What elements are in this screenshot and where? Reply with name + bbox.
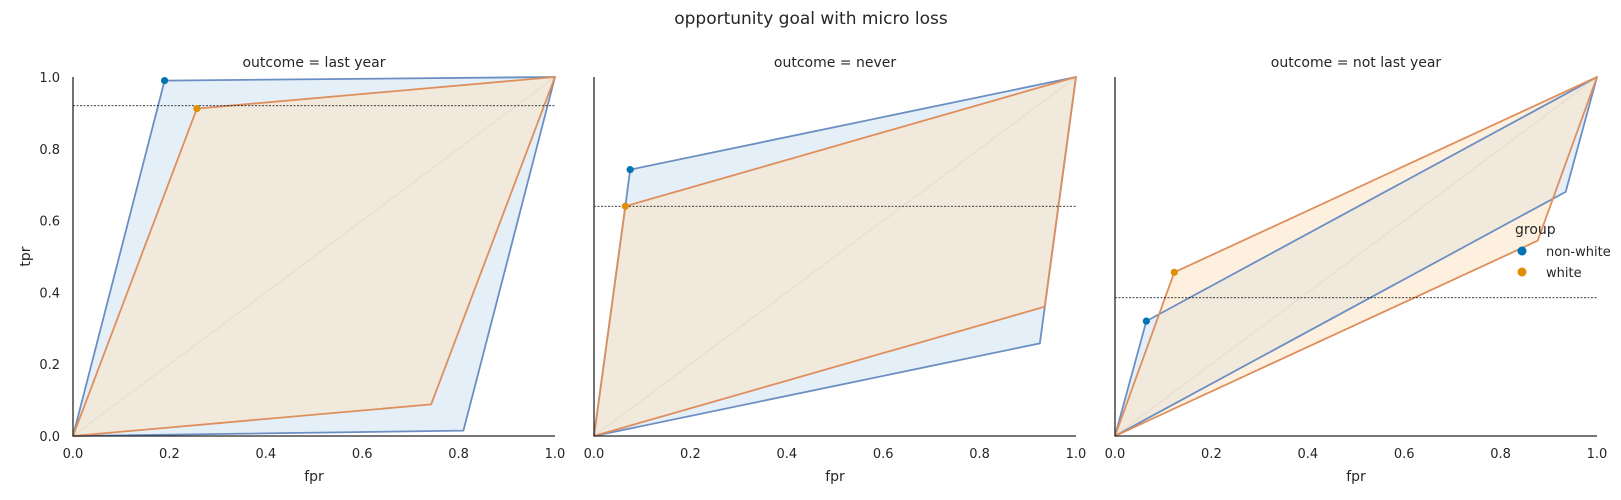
legend-marker-non-white <box>1517 246 1527 256</box>
x-tick-label: 0.6 <box>1394 447 1415 462</box>
operating-point-non-white <box>160 76 169 85</box>
x-tick-label: 0.6 <box>873 447 894 462</box>
x-tick-label: 0.2 <box>680 447 701 462</box>
x-tick-label: 1.0 <box>545 447 566 462</box>
x-axis-label: fpr <box>304 469 324 485</box>
panels: outcome = last year 0.0 0.2 0.4 0.6 0.8 1.0 0.0… <box>18 55 1607 485</box>
panel-1: outcome = never 0.0 0.2 0.4 0.6 0.8 1.0 fpr <box>584 55 1087 485</box>
legend-marker-white <box>1517 267 1527 277</box>
hull-fill-white <box>594 77 1076 436</box>
hull-line-white <box>1114 76 1598 437</box>
hull-fill-white <box>1115 77 1597 436</box>
x-tick-label: 0.4 <box>776 447 797 462</box>
hull-line-white <box>72 76 556 437</box>
x-axis-label: fpr <box>825 469 845 485</box>
x-tick-label: 0.4 <box>1297 447 1318 462</box>
panel-2: outcome = not last year 0.0 0.2 0.4 0.6 0.8 1.… <box>1105 55 1608 485</box>
operating-point-white <box>1170 268 1178 276</box>
y-tick-label: 0.6 <box>39 215 60 230</box>
panel-title: outcome = last year <box>242 55 385 71</box>
x-tick-label: 0.0 <box>63 447 84 462</box>
panel-title: outcome = not last year <box>1271 55 1442 71</box>
y-tick-label: 1.0 <box>39 71 60 86</box>
x-tick-label: 0.0 <box>1105 447 1126 462</box>
x-tick-label: 0.0 <box>584 447 605 462</box>
y-tick-label: 0.8 <box>39 143 60 158</box>
legend-title: group <box>1515 222 1556 238</box>
y-axis-label: tpr <box>18 246 34 266</box>
x-tick-label: 0.8 <box>448 447 469 462</box>
hull-line-white <box>593 76 1077 437</box>
panel-title: outcome = never <box>774 55 896 71</box>
x-tick-label: 0.2 <box>1201 447 1222 462</box>
y-tick-label: 0.4 <box>39 286 60 301</box>
x-tick-label: 1.0 <box>1066 447 1087 462</box>
operating-point-white <box>621 202 629 210</box>
panel-0: outcome = last year 0.0 0.2 0.4 0.6 0.8 1.0 0.0… <box>18 55 565 485</box>
hull-fill-white <box>73 77 555 436</box>
y-tick-label: 0.0 <box>39 430 60 445</box>
y-tick-label: 0.2 <box>39 358 60 373</box>
x-tick-label: 0.8 <box>969 447 990 462</box>
operating-point-white <box>193 104 201 113</box>
legend-label-non-white: non-white <box>1546 245 1611 260</box>
legend-label-white: white <box>1546 266 1582 281</box>
legend: group non-white white <box>1515 222 1611 281</box>
x-tick-label: 1.0 <box>1587 447 1608 462</box>
x-tick-label: 0.2 <box>159 447 180 462</box>
x-tick-label: 0.6 <box>352 447 373 462</box>
operating-point-non-white <box>1142 317 1150 325</box>
operating-point-non-white <box>626 166 634 174</box>
figure-title: opportunity goal with micro loss <box>674 9 948 29</box>
x-tick-label: 0.4 <box>255 447 276 462</box>
x-tick-label: 0.8 <box>1490 447 1511 462</box>
x-axis-label: fpr <box>1346 469 1366 485</box>
